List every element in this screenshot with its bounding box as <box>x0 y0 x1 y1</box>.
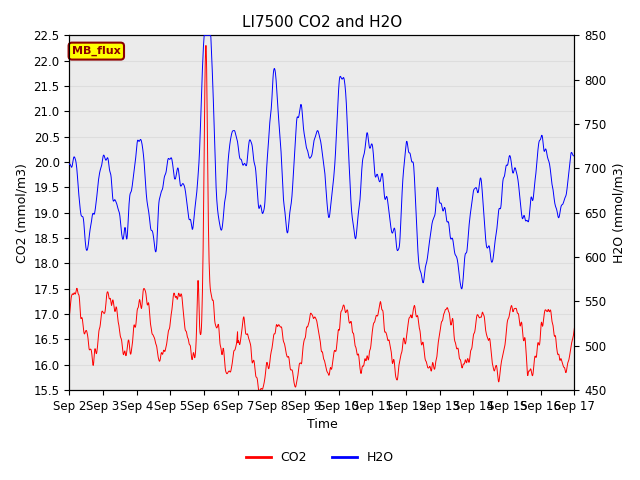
Text: MB_flux: MB_flux <box>72 46 121 56</box>
Legend: CO2, H2O: CO2, H2O <box>241 446 399 469</box>
Title: LI7500 CO2 and H2O: LI7500 CO2 and H2O <box>242 15 402 30</box>
X-axis label: Time: Time <box>307 419 337 432</box>
Y-axis label: H2O (mmol/m3): H2O (mmol/m3) <box>612 162 625 263</box>
Y-axis label: CO2 (mmol/m3): CO2 (mmol/m3) <box>15 163 28 263</box>
